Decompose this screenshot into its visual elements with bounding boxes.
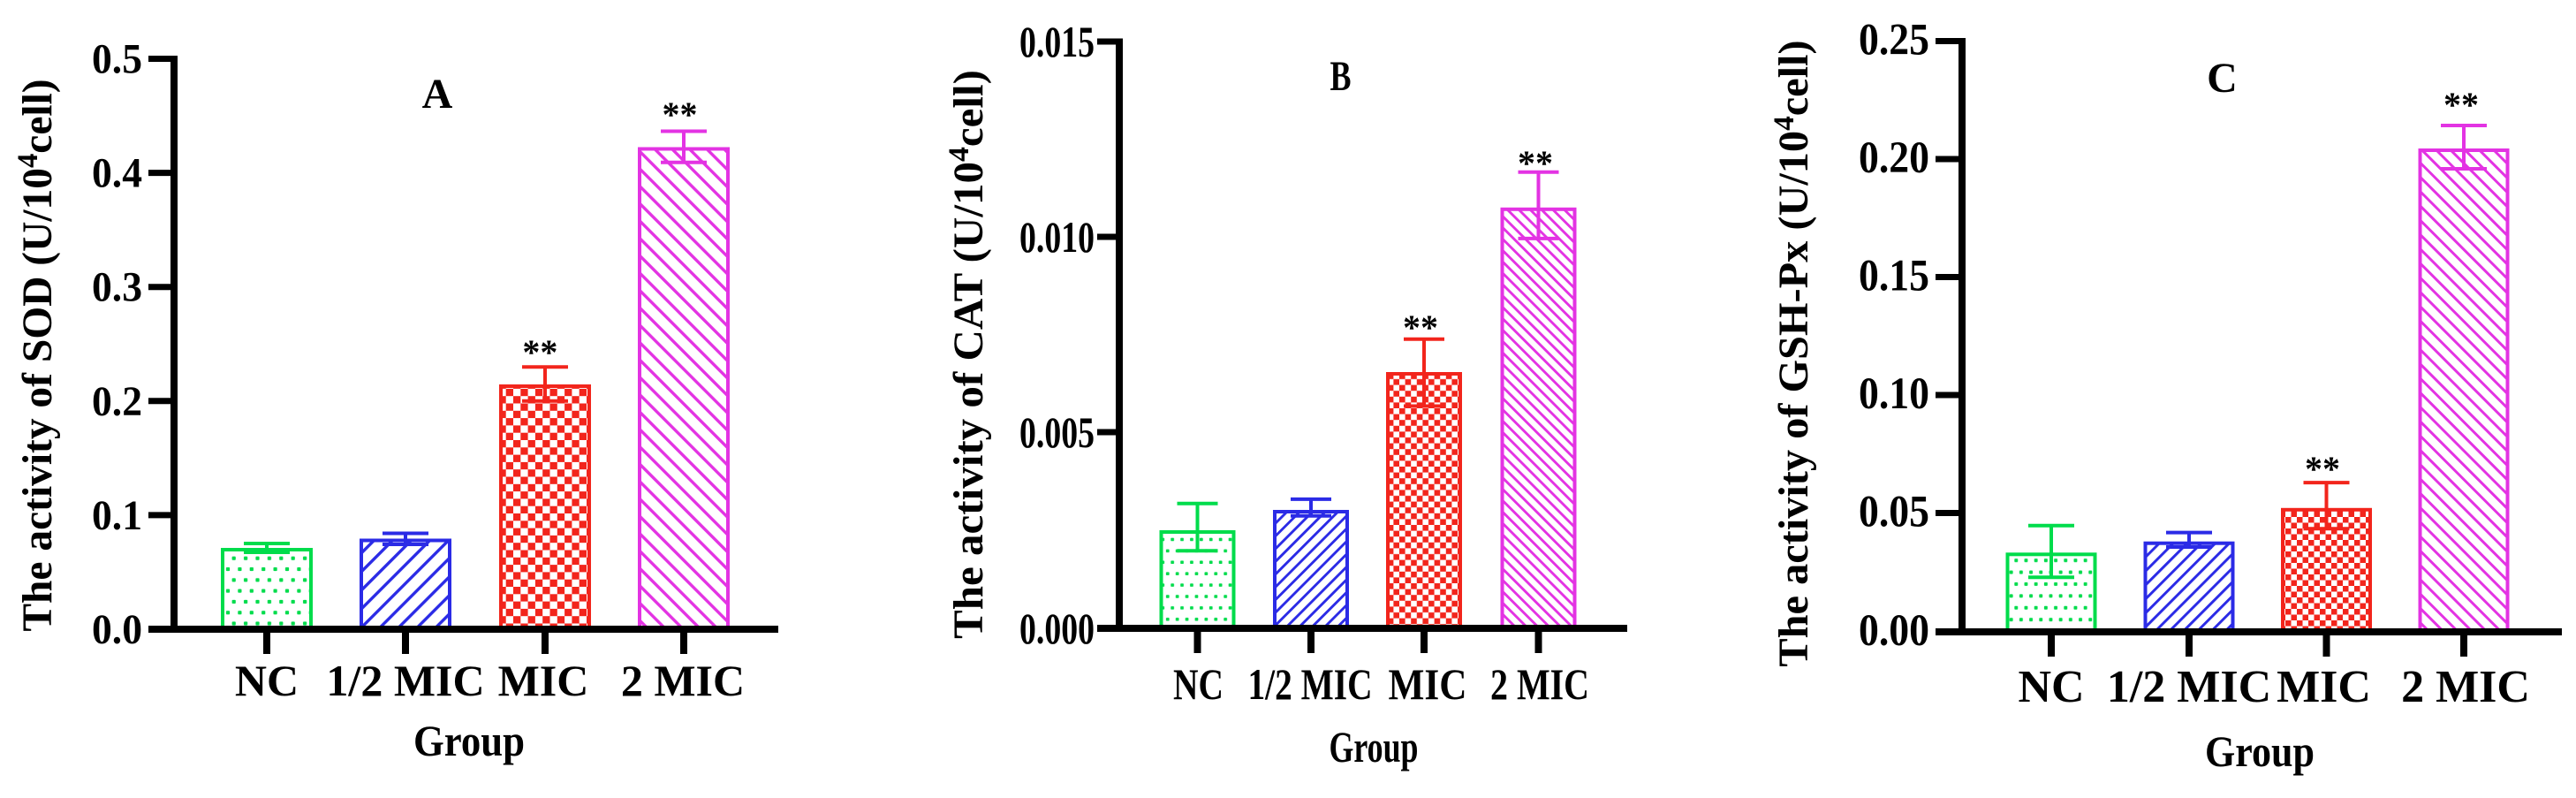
svg-text:0.05: 0.05 xyxy=(1859,488,1929,537)
svg-text:**: ** xyxy=(663,95,698,134)
svg-text:0.010: 0.010 xyxy=(1019,212,1095,262)
svg-text:**: ** xyxy=(522,332,557,372)
svg-text:1/2 MIC: 1/2 MIC xyxy=(326,656,484,705)
svg-text:0.4: 0.4 xyxy=(92,150,142,197)
svg-text:NC: NC xyxy=(1173,659,1224,709)
svg-text:0.2: 0.2 xyxy=(92,378,142,425)
svg-text:C: C xyxy=(2207,55,2238,102)
svg-text:0.000: 0.000 xyxy=(1019,604,1095,653)
svg-text:MIC: MIC xyxy=(1389,659,1467,709)
svg-text:0.5: 0.5 xyxy=(92,36,142,83)
svg-text:0.3: 0.3 xyxy=(92,264,142,311)
svg-text:2 MIC: 2 MIC xyxy=(621,656,745,705)
svg-text:The activity of GSH-Px (U/104c: The activity of GSH-Px (U/104cell) xyxy=(1768,40,1817,666)
svg-text:0.1: 0.1 xyxy=(92,492,142,539)
svg-text:2 MIC: 2 MIC xyxy=(1490,659,1589,709)
svg-text:MIC: MIC xyxy=(2277,662,2371,712)
svg-text:**: ** xyxy=(2305,449,2340,489)
svg-text:A: A xyxy=(422,71,453,118)
svg-text:0.015: 0.015 xyxy=(1019,17,1095,66)
svg-text:0.005: 0.005 xyxy=(1019,407,1095,457)
svg-text:NC: NC xyxy=(2018,662,2084,712)
svg-text:The activity of CAT (U/104cell: The activity of CAT (U/104cell) xyxy=(943,70,992,639)
svg-text:0.25: 0.25 xyxy=(1859,16,1929,65)
svg-text:0.0: 0.0 xyxy=(92,606,142,653)
svg-text:The activity of SOD (U/104cell: The activity of SOD (U/104cell) xyxy=(12,79,61,631)
svg-text:B: B xyxy=(1330,53,1352,100)
svg-text:Group: Group xyxy=(1330,722,1419,771)
svg-text:**: ** xyxy=(2443,85,2479,125)
svg-text:1/2 MIC: 1/2 MIC xyxy=(2107,662,2271,712)
svg-text:2 MIC: 2 MIC xyxy=(2401,662,2530,712)
svg-text:**: ** xyxy=(1403,308,1438,347)
svg-text:NC: NC xyxy=(235,656,299,705)
svg-text:MIC: MIC xyxy=(498,656,589,705)
svg-text:0.20: 0.20 xyxy=(1859,133,1929,183)
svg-text:1/2 MIC: 1/2 MIC xyxy=(1248,659,1373,709)
svg-text:0.15: 0.15 xyxy=(1859,252,1929,301)
svg-text:0.10: 0.10 xyxy=(1859,369,1929,419)
svg-text:Group: Group xyxy=(2205,726,2315,776)
svg-text:**: ** xyxy=(1518,143,1553,183)
svg-text:Group: Group xyxy=(413,716,525,765)
svg-text:0.00: 0.00 xyxy=(1859,606,1929,656)
